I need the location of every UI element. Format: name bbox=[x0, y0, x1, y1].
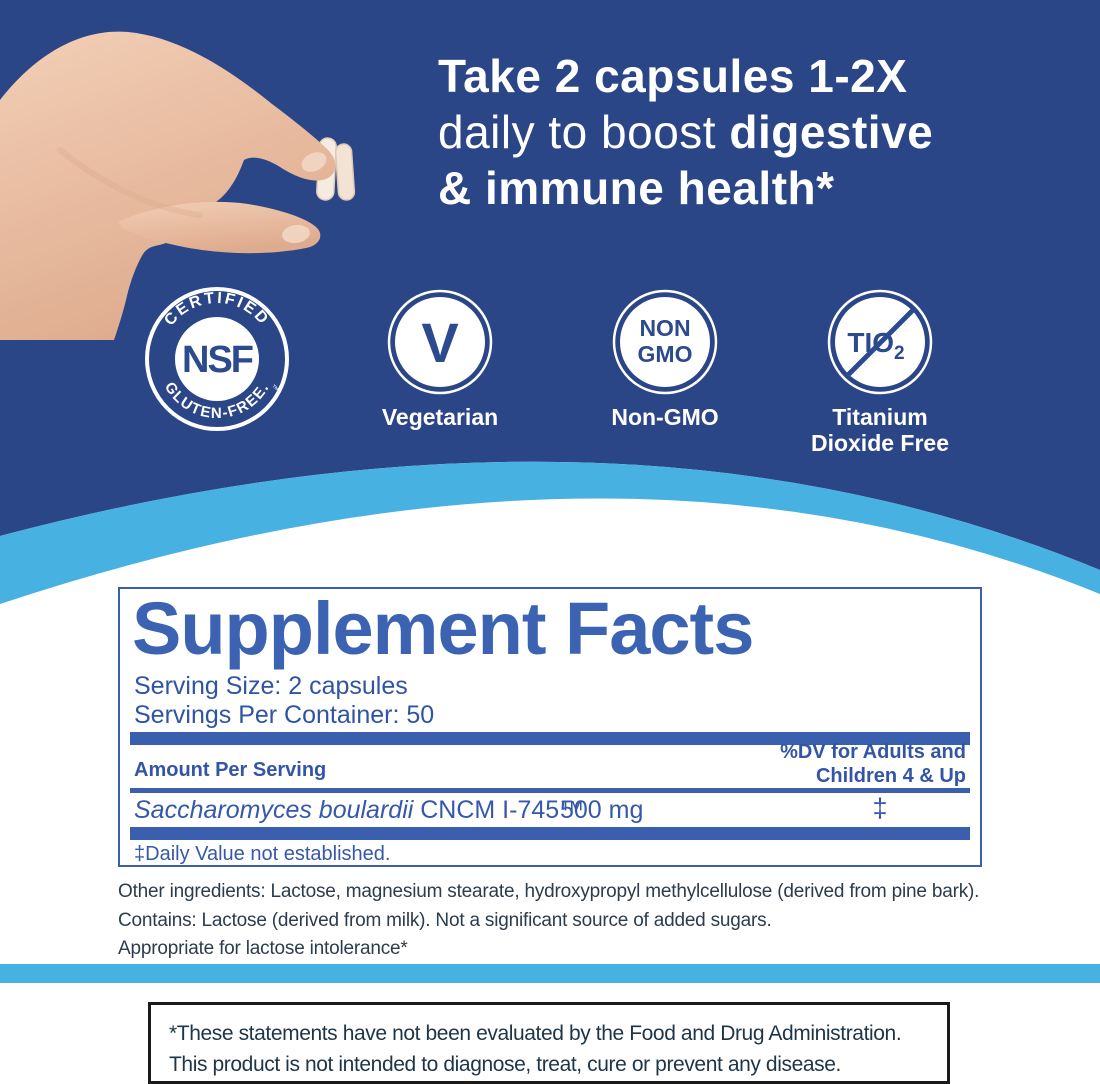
headline-line2-bold: digestive bbox=[729, 106, 934, 158]
thumb-fingernail bbox=[282, 224, 310, 244]
headline: Take 2 capsules 1-2X daily to boost dige… bbox=[438, 48, 933, 216]
thumb bbox=[118, 201, 321, 254]
tio2-label-line2: Dioxide Free bbox=[810, 430, 950, 456]
headline-line2: daily to boost digestive bbox=[438, 104, 933, 160]
prohibition-slash-icon bbox=[845, 307, 916, 378]
nsf-gluten-free-badge-icon: CERTIFIED GLUTEN-FREE. NSF ™ bbox=[145, 287, 289, 431]
non-gmo-badge-icon: NON GMO bbox=[612, 289, 718, 395]
headline-line2-regular: daily to boost bbox=[438, 106, 730, 158]
vegetarian-badge-icon: V bbox=[387, 289, 493, 395]
lactose-intolerance-line: Appropriate for lactose intolerance* bbox=[118, 938, 408, 959]
light-blue-divider-stripe bbox=[0, 964, 1100, 983]
ingredient-amount: 500 mg bbox=[560, 796, 644, 824]
non-gmo-symbol-line2: GMO bbox=[638, 341, 693, 367]
divider-bar-thin bbox=[130, 788, 970, 793]
vegetarian-label: Vegetarian bbox=[381, 404, 499, 430]
disclaimer-line1: *These statements have not been evaluate… bbox=[169, 1022, 902, 1045]
nsf-center-text: NSF bbox=[182, 339, 253, 381]
serving-size: Serving Size: 2 capsules bbox=[134, 672, 408, 700]
ingredient-name-regular: CNCM I-745™ bbox=[413, 796, 585, 824]
column-header-amount: Amount Per Serving bbox=[134, 759, 327, 781]
column-header-dv-line2: Children 4 & Up bbox=[815, 765, 966, 787]
dv-footnote: ‡Daily Value not established. bbox=[134, 843, 391, 865]
ingredient-name-italic: Saccharomyces boulardii bbox=[134, 796, 414, 824]
supplement-facts-panel: Supplement Facts Serving Size: 2 capsule… bbox=[118, 587, 982, 867]
column-header-dv-line1: %DV for Adults and bbox=[780, 741, 966, 763]
hand-silhouette bbox=[0, 31, 336, 340]
headline-line1: Take 2 capsules 1-2X bbox=[438, 50, 908, 102]
contains-line: Contains: Lactose (derived from milk). N… bbox=[118, 909, 772, 931]
index-fingernail bbox=[301, 152, 327, 172]
vegetarian-symbol: V bbox=[421, 311, 458, 374]
divider-bar-thick-top bbox=[130, 732, 970, 745]
headline-line3: & immune health* bbox=[438, 162, 835, 214]
tio2-label-line1: Titanium bbox=[832, 404, 928, 430]
ingredient-dv: ‡ bbox=[872, 793, 888, 823]
tio2-symbol-sub: 2 bbox=[894, 343, 905, 364]
disclaimer-line2: This product is not intended to diagnose… bbox=[169, 1053, 841, 1076]
titanium-dioxide-free-badge-icon: TIO2 bbox=[827, 289, 933, 395]
servings-per-container: Servings Per Container: 50 bbox=[134, 701, 435, 729]
other-ingredients-block: Other ingredients: Lactose, magnesium st… bbox=[118, 878, 979, 964]
fda-disclaimer-box: *These statements have not been evaluate… bbox=[148, 1002, 950, 1084]
supplement-facts-title: Supplement Facts bbox=[132, 587, 754, 670]
non-gmo-label: Non-GMO bbox=[611, 404, 719, 430]
ingredient-name: Saccharomyces boulardii CNCM I-745™ bbox=[134, 796, 584, 825]
nsf-trademark: ™ bbox=[269, 383, 281, 395]
other-ingredients-line: Other ingredients: Lactose, magnesium st… bbox=[118, 881, 980, 902]
hand-photo bbox=[0, 31, 356, 340]
divider-bar-thick-bottom bbox=[130, 827, 970, 840]
non-gmo-symbol-line1: NON bbox=[639, 315, 690, 341]
